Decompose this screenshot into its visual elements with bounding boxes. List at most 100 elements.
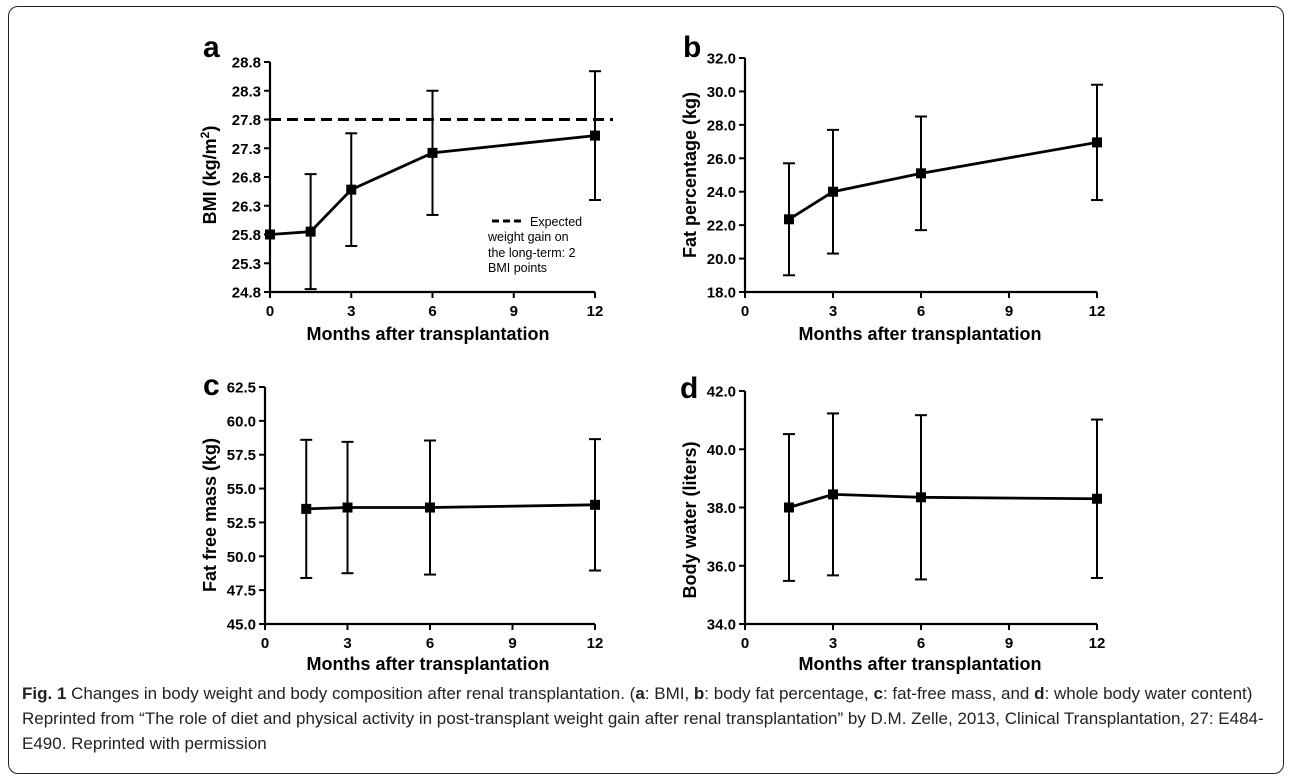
x-tick-label: 3 bbox=[829, 635, 837, 652]
y-tick-label: 34.0 bbox=[707, 617, 736, 634]
caption-key-b: b bbox=[693, 684, 705, 703]
x-tick-label: 12 bbox=[1089, 303, 1106, 320]
x-axis-label-a: Months after transplantation bbox=[306, 324, 549, 344]
y-tick-label: 45.0 bbox=[227, 617, 256, 634]
y-tick-label: 26.3 bbox=[232, 198, 261, 215]
y-tick-label: 20.0 bbox=[707, 251, 736, 268]
y-tick-label: 52.5 bbox=[227, 515, 256, 532]
x-axis-label-d: Months after transplantation bbox=[798, 654, 1041, 674]
x-tick-label: 6 bbox=[428, 303, 436, 320]
caption-label: Fig. 1 bbox=[22, 684, 67, 703]
y-tick-label: 28.0 bbox=[707, 117, 736, 134]
caption-text-d: : whole body water content) Reprinted fr… bbox=[22, 684, 1264, 753]
y-axis-label-a: BMI (kg/m2) bbox=[198, 126, 220, 225]
y-tick-label: 28.8 bbox=[232, 55, 261, 72]
x-tick-label: 9 bbox=[510, 303, 518, 320]
panel-c: c 45.0 47.5 50.0 52.5 55.0 57.5 60.0 62.5 0 3 6 9 12… bbox=[200, 369, 603, 674]
x-tick-label: 12 bbox=[587, 303, 604, 320]
series-line bbox=[306, 503, 596, 511]
x-tick-label: 0 bbox=[261, 635, 269, 652]
y-tick-label: 28.3 bbox=[232, 83, 261, 100]
x-tick-label: 3 bbox=[343, 635, 351, 652]
panel-letter-d: d bbox=[680, 372, 698, 405]
y-tick-label: 24.8 bbox=[232, 285, 261, 302]
data-point bbox=[346, 184, 357, 195]
y-tick-label: 50.0 bbox=[227, 549, 256, 566]
x-tick-label: 9 bbox=[1005, 635, 1013, 652]
series-line bbox=[788, 141, 1098, 221]
data-point bbox=[1092, 493, 1102, 504]
data-point bbox=[590, 499, 600, 510]
caption-intro: Changes in body weight and body composit… bbox=[66, 684, 636, 703]
data-point bbox=[828, 186, 838, 197]
y-tick-label: 38.0 bbox=[707, 500, 736, 517]
data-point bbox=[305, 226, 316, 237]
x-tick-label: 3 bbox=[829, 303, 837, 320]
data-point bbox=[784, 502, 794, 513]
caption-key-a: a bbox=[635, 684, 645, 703]
series-line bbox=[788, 492, 1098, 509]
x-tick-label: 12 bbox=[1089, 635, 1106, 652]
x-tick-label: 0 bbox=[741, 635, 749, 652]
y-axis-label-c: Fat free mass (kg) bbox=[200, 438, 220, 592]
y-tick-label: 60.0 bbox=[227, 413, 256, 430]
plot-area-a: 24.8 25.3 25.8 26.3 26.8 27.3 27.8 28.3 28.8 0 3 6 9… bbox=[232, 55, 613, 320]
legend-line-4: BMI points bbox=[488, 261, 547, 275]
plot-area-b: 18.0 20.0 22.0 24.0 26.0 28.0 30.0 32.0 0 3 6 9 12 bbox=[707, 51, 1106, 321]
y-tick-label: 27.8 bbox=[232, 112, 261, 129]
y-tick-label: 32.0 bbox=[707, 51, 736, 68]
data-point bbox=[590, 130, 600, 141]
x-tick-label: 6 bbox=[917, 635, 925, 652]
legend-line-2: weight gain on bbox=[487, 230, 569, 244]
x-tick-label: 9 bbox=[1005, 303, 1013, 320]
x-tick-label: 0 bbox=[741, 303, 749, 320]
y-tick-label: 22.0 bbox=[707, 218, 736, 235]
plot-area-c: 45.0 47.5 50.0 52.5 55.0 57.5 60.0 62.5 0 3 6 9 12 bbox=[227, 380, 604, 653]
panel-letter-c: c bbox=[203, 369, 220, 402]
x-axis-label-b: Months after transplantation bbox=[798, 324, 1041, 344]
caption-text-a: : BMI, bbox=[644, 684, 694, 703]
x-tick-label: 3 bbox=[347, 303, 355, 320]
y-tick-label: 24.0 bbox=[707, 184, 736, 201]
y-tick-label: 18.0 bbox=[707, 285, 736, 302]
data-point bbox=[784, 214, 794, 225]
data-point bbox=[301, 503, 312, 514]
y-tick-label: 25.3 bbox=[232, 256, 261, 273]
y-tick-label: 36.0 bbox=[707, 558, 736, 575]
plot-area-d: 34.0 36.0 38.0 40.0 42.0 0 3 6 9 12 bbox=[707, 384, 1106, 653]
y-tick-label: 27.3 bbox=[232, 141, 261, 158]
y-axis-label-d: Body water (liters) bbox=[680, 441, 700, 598]
figure-frame bbox=[8, 6, 1284, 774]
panel-letter-a: a bbox=[203, 31, 220, 64]
y-tick-label: 57.5 bbox=[227, 447, 256, 464]
y-tick-label: 30.0 bbox=[707, 84, 736, 101]
y-axis-label-b: Fat percentage (kg) bbox=[680, 92, 700, 258]
x-tick-label: 9 bbox=[508, 635, 516, 652]
y-tick-label: 62.5 bbox=[227, 380, 256, 397]
figure-caption: Fig. 1 Changes in body weight and body c… bbox=[22, 681, 1277, 756]
y-tick-label: 40.0 bbox=[707, 442, 736, 459]
x-tick-label: 12 bbox=[587, 635, 604, 652]
x-tick-label: 6 bbox=[917, 303, 925, 320]
caption-text-b: : body fat percentage, bbox=[704, 684, 874, 703]
caption-key-d: d bbox=[1034, 684, 1045, 703]
panel-letter-b: b bbox=[683, 31, 701, 64]
legend-line-1: Expected bbox=[530, 215, 582, 229]
data-point bbox=[342, 502, 353, 513]
legend-line-3: the long-term: 2 bbox=[488, 246, 576, 260]
x-axis-label-c: Months after transplantation bbox=[306, 654, 549, 674]
y-tick-label: 25.8 bbox=[232, 227, 261, 244]
data-point bbox=[916, 492, 926, 503]
y-tick-label: 55.0 bbox=[227, 481, 256, 498]
data-point bbox=[1092, 137, 1102, 148]
caption-key-c: c bbox=[873, 684, 883, 703]
figure-panels: a 24.825.325.826.326.827.327.828.328.80 3… bbox=[198, 31, 1106, 674]
data-point bbox=[265, 229, 275, 240]
y-tick-label: 42.0 bbox=[707, 384, 736, 401]
panel-a: a 24.8 25.3 25.8 26.3 26.8 27.3 27.8 28.3 28.8 0 3… bbox=[198, 31, 613, 344]
x-tick-label: 6 bbox=[426, 635, 434, 652]
panel-d: d 34.0 36.0 38.0 40.0 42.0 0 3 6 9 12 Body water … bbox=[680, 372, 1105, 674]
data-point bbox=[427, 147, 438, 158]
data-point bbox=[916, 168, 926, 179]
legend-a: Expected weight gain on the long-term: 2… bbox=[487, 215, 582, 275]
